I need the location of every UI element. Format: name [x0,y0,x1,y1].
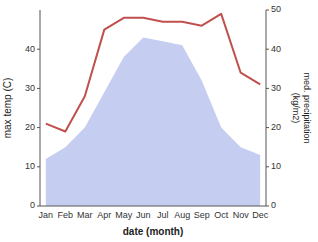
y-tick [37,127,40,128]
x-tick-label: Sep [194,210,210,220]
y2-axis-line [266,10,267,206]
plot-area [46,14,260,206]
y2-tick [266,88,269,89]
y2-tick-label: 10 [271,161,281,171]
x-tick-label: Aug [174,210,190,220]
y-tick [37,88,40,89]
y2-tick [266,49,269,50]
x-tick-label: May [115,210,133,220]
line [46,14,260,132]
area [46,37,260,206]
y2-tick [266,127,269,128]
y2-axis-label-line: med. precipitation [302,72,312,143]
axes: 0 10 20 30 40 0 10 20 30 40 50 Jan FebMar Apr MayJun Ju… [25,4,281,220]
y2-tick-label: 40 [271,44,281,54]
y2-tick-label: 20 [271,122,281,132]
chart: 0 10 20 30 40 0 10 20 30 40 50 Jan FebMar Apr MayJun Ju… [0,0,318,242]
y-tick-label: 20 [25,122,35,132]
x-tick-label: Mar [77,210,93,220]
x-axis-label: date (month) [123,226,184,237]
x-tick-label: Jul [157,210,169,220]
y-tick-label: 0 [30,200,35,210]
y2-tick-label: 0 [271,200,276,210]
x-tick-label: Apr [97,210,111,220]
x-tick-label: Oct [214,210,229,220]
y2-tick-label: 50 [271,4,281,14]
y-axis-label: max temp (C) [2,78,13,139]
y2-tick [266,10,269,11]
x-axis-line [40,206,266,207]
y-tick [37,166,40,167]
x-tick-label: Feb [58,210,74,220]
y-tick [37,49,40,50]
x-tick-label: Dec [252,210,269,220]
y-tick [37,206,40,207]
x-tick-label: Nov [233,210,250,220]
y2-tick-label: 30 [271,83,281,93]
x-tick-label: Jun [136,210,151,220]
y2-axis-label: med. precipitation(kg/m2) [291,72,312,143]
y-tick-label: 30 [25,83,35,93]
y-tick-label: 10 [25,161,35,171]
chart-container: 0 10 20 30 40 0 10 20 30 40 50 Jan FebMar Apr MayJun Ju… [0,0,318,242]
y-axis-line [40,10,41,206]
y-tick-label: 40 [25,44,35,54]
y2-tick [266,166,269,167]
y2-tick [266,206,269,207]
x-tick-label: Jan [39,210,54,220]
y2-axis-label-line: (kg/m2) [291,93,301,124]
